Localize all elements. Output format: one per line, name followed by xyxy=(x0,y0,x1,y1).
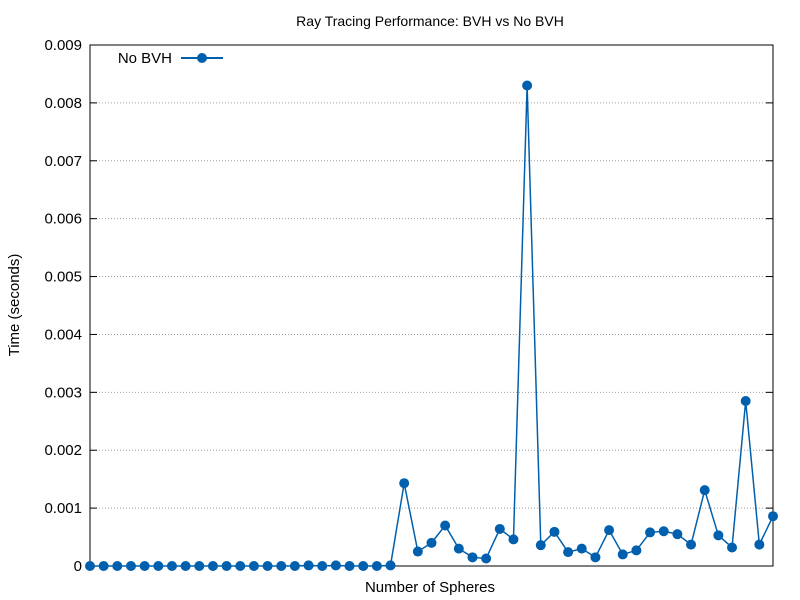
data-point xyxy=(139,561,150,571)
y-tick-label: 0.004 xyxy=(44,326,82,343)
data-point xyxy=(221,561,232,571)
data-point xyxy=(125,561,136,571)
data-point xyxy=(371,561,382,571)
data-point xyxy=(358,561,369,571)
data-point xyxy=(440,520,451,531)
data-point xyxy=(768,511,778,522)
data-point xyxy=(399,478,410,489)
data-point xyxy=(522,80,533,91)
y-tick-label: 0.008 xyxy=(44,95,82,112)
data-point xyxy=(740,396,751,407)
data-point xyxy=(330,560,341,571)
data-point xyxy=(604,525,615,536)
data-point xyxy=(344,561,355,571)
legend-label: No BVH xyxy=(118,50,172,67)
data-point xyxy=(85,561,95,571)
data-point xyxy=(563,547,574,558)
data-point xyxy=(467,552,478,563)
legend: No BVH xyxy=(118,50,223,67)
data-point xyxy=(317,561,328,571)
data-point xyxy=(686,539,697,550)
data-point xyxy=(194,561,205,571)
data-point xyxy=(658,526,669,537)
data-point xyxy=(453,543,464,554)
data-point xyxy=(180,561,191,571)
data-point xyxy=(617,549,628,560)
data-point xyxy=(262,561,273,571)
data-point xyxy=(385,560,396,571)
data-point xyxy=(153,561,164,571)
y-tick-label: 0.003 xyxy=(44,384,82,401)
data-point xyxy=(412,546,423,557)
y-tick-label: 0.005 xyxy=(44,269,82,286)
y-tick-label: 0.001 xyxy=(44,500,82,517)
y-tick-label: 0.007 xyxy=(44,153,82,170)
data-point xyxy=(112,561,123,571)
data-point xyxy=(207,561,218,571)
data-point xyxy=(672,529,683,540)
data-point xyxy=(481,553,492,564)
data-point xyxy=(631,545,642,556)
y-tick-label: 0 xyxy=(74,558,82,575)
data-point xyxy=(727,542,738,553)
data-point xyxy=(754,539,765,550)
data-point xyxy=(590,552,601,563)
y-tick-label: 0.009 xyxy=(44,37,82,54)
y-axis-label: Time (seconds) xyxy=(6,254,23,357)
data-point xyxy=(235,561,246,571)
grid-lines xyxy=(90,102,773,509)
data-point xyxy=(699,485,710,496)
y-tick-label: 0.006 xyxy=(44,211,82,228)
series-group xyxy=(85,80,778,571)
data-point xyxy=(289,561,300,571)
data-point xyxy=(98,561,109,571)
data-point xyxy=(535,540,546,551)
data-point xyxy=(426,537,437,548)
y-tick-label: 0.002 xyxy=(44,442,82,459)
data-point xyxy=(645,527,656,538)
data-point xyxy=(576,543,587,554)
data-point xyxy=(303,560,314,571)
data-point xyxy=(549,526,560,537)
data-point xyxy=(494,523,505,534)
data-point xyxy=(248,561,259,571)
data-point xyxy=(713,530,724,541)
legend-marker xyxy=(197,53,207,63)
plot-frame xyxy=(89,44,774,567)
x-axis-label: Number of Spheres xyxy=(365,579,495,596)
data-point xyxy=(166,561,177,571)
data-point xyxy=(508,534,519,545)
y-axis: 0 0.001 0.002 0.003 0.004 0.005 0.006 0.007 0.00… xyxy=(44,37,773,575)
series-line-no-bvh xyxy=(90,85,774,567)
data-point xyxy=(276,561,287,571)
chart-title: Ray Tracing Performance: BVH vs No BVH xyxy=(296,13,564,29)
